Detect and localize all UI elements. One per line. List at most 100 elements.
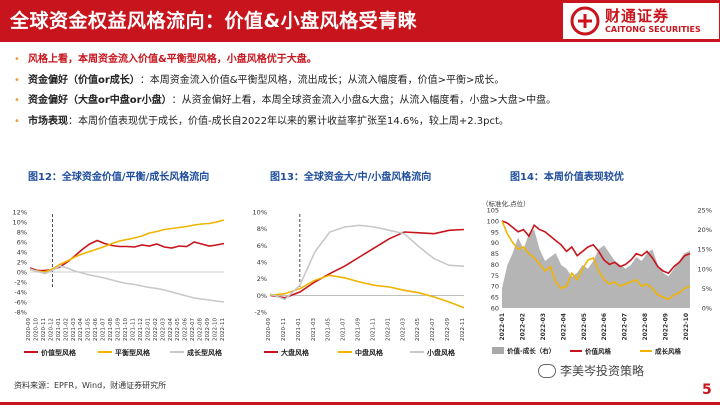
x-tick-label: 2020-12 [48, 318, 54, 341]
x-tick-label: 2021-03 [311, 318, 317, 341]
x-tick-label: 2021-03 [71, 318, 77, 341]
x-tick-label: 2021-11 [370, 318, 376, 341]
chart-note: （标准化,点位） [482, 199, 530, 208]
bullet-head: 资金偏好（价值or成长） [28, 74, 140, 86]
page-number: 5 [702, 382, 712, 398]
x-tick-label: 2022-03 [160, 318, 166, 341]
company-logo: 财通证券 CAITONG SECURITIES [563, 3, 719, 39]
y-tick-label: 2% [17, 259, 27, 267]
y-right-tick-label: 25% [698, 207, 712, 215]
x-tick-label: 2021-10 [123, 318, 129, 341]
x-tick-label: 2020-11 [281, 318, 287, 341]
x-tick-label: 2021-08 [108, 318, 114, 341]
x-tick-label: 2022-05 [175, 318, 181, 341]
chart-13: 10% 8% 6% 4% 2% 0% -2%2020-09 2020-11 2021-01 202… [253, 209, 466, 358]
x-tick-label: 2022-07 [430, 318, 436, 341]
bullet-item: • 资金偏好（价值or成长） ：本周资金流入价值&平衡型风格，流出成长；从流入幅… [14, 71, 714, 92]
bullet-body: ：从资金偏好上看，本周全球资金流入小盘&大盘；从流入幅度看，小盘>大盘>中盘。 [171, 95, 557, 106]
watermark: 李美岑投资策略 [538, 362, 644, 379]
bullet-dot-icon: • [14, 95, 20, 106]
x-tick-label: 2020-10 [33, 318, 39, 341]
chart-12: 12%10%8%6%4%2%0%-2%-4%-6%-8%2020-09 2020-… [13, 209, 226, 358]
x-tick-label: 2022-01 [499, 313, 506, 341]
y-tick-label: 2% [257, 275, 267, 283]
bullet-item: • 资金偏好（大盘or中盘or小盘） ：从资金偏好上看，本周全球资金流入小盘&大… [14, 91, 714, 112]
series-line [269, 228, 465, 299]
series-line [29, 219, 225, 273]
logo-mark-icon [570, 6, 600, 36]
x-tick-label: 2020-09 [266, 318, 272, 341]
y-tick-label: -2% [254, 309, 267, 317]
series-line [29, 239, 225, 272]
x-tick-label: 2021-01 [296, 318, 302, 341]
x-tick-label: 2022-07 [622, 313, 629, 341]
y-tick-label: 6% [17, 239, 27, 247]
logo-text-en: CAITONG SECURITIES [605, 25, 701, 34]
series-line [501, 220, 691, 301]
y-right-tick-label: 10% [698, 265, 712, 273]
bullet-list: • 风格上看，本周资金流入价值&平衡型风格，小盘风格优于大盘。 • 资金偏好（价… [14, 50, 714, 132]
y-left-tick-label: 75 [491, 272, 499, 280]
bullet-head: 风格上看，本周资金流入价值&平衡型风格，小盘风格优于大盘。 [28, 54, 317, 65]
x-tick-label: 2022-10 [683, 313, 690, 341]
x-tick-label: 2022-09 [205, 318, 211, 341]
x-tick-label: 2022-10 [213, 318, 219, 341]
bullet-dot-icon: • [14, 74, 20, 86]
chart-14-title: 图14：本周价值表现较优 [510, 172, 624, 183]
x-tick-label: 2022-03 [400, 318, 406, 341]
x-tick-label: 2022-02 [153, 318, 159, 341]
legend-label: 价值-成长（右） [507, 346, 555, 355]
y-tick-label: 4% [17, 249, 27, 257]
y-tick-label: 0% [257, 292, 267, 300]
y-tick-label: 10% [13, 219, 27, 227]
x-tick-label: 2022-08 [642, 313, 649, 341]
series-line [269, 274, 465, 309]
y-right-tick-label: 0% [702, 305, 712, 313]
y-left-tick-label: 70 [491, 283, 499, 291]
legend-label: 价值型风格 [41, 348, 77, 357]
x-tick-label: 2022-04 [560, 313, 567, 341]
y-tick-label: 8% [257, 225, 267, 233]
bullet-head: 资金偏好（大盘or中盘or小盘） [28, 95, 172, 106]
x-tick-label: 2022-05 [415, 318, 421, 341]
x-tick-label: 2022-04 [168, 318, 174, 341]
bullet-body: ：本周价值表现优于成长，价值-成长自2022年以来的累计收益率扩张至14.6%，… [68, 115, 509, 127]
y-tick-label: 10% [253, 209, 267, 217]
y-tick-label: 0% [17, 269, 27, 277]
bullet-item: • 市场表现 ：本周价值表现优于成长，价值-成长自2022年以来的累计收益率扩张… [14, 112, 714, 133]
legend-label: 小盘风格 [426, 348, 456, 357]
x-tick-label: 2022-01 [385, 318, 391, 341]
x-tick-label: 2022-03 [540, 313, 547, 341]
bottom-rule [0, 402, 720, 405]
legend-label: 平衡型风格 [115, 348, 151, 357]
y-tick-label: -6% [14, 299, 27, 307]
chart-13-title: 图13：全球资金大/中/小盘风格流向 [270, 172, 432, 183]
y-left-tick-label: 105 [487, 207, 499, 215]
x-tick-label: 2020-09 [26, 318, 32, 341]
x-tick-label: 2022-08 [198, 318, 204, 341]
x-tick-label: 2022-06 [183, 318, 189, 341]
legend-label: 大盘风格 [281, 348, 310, 357]
x-tick-label: 2022-02 [519, 313, 526, 341]
x-tick-label: 2021-04 [78, 318, 84, 341]
x-tick-label: 2022-06 [601, 313, 608, 341]
legend-label: 价值风格 [585, 347, 612, 356]
y-tick-label: -8% [14, 309, 27, 317]
legend-label: 中盘风格 [355, 348, 384, 357]
y-right-tick-label: 15% [698, 246, 712, 254]
area-series [502, 229, 690, 308]
bullet-item: • 风格上看，本周资金流入价值&平衡型风格，小盘风格优于大盘。 [14, 50, 714, 71]
bullet-dot-icon: • [14, 115, 20, 127]
x-tick-label: 2021-02 [63, 318, 69, 341]
x-tick-label: 2022-05 [581, 313, 588, 341]
y-left-tick-label: 95 [491, 228, 499, 236]
source-note: 资料来源：EPFR，Wind，财通证券研究所 [14, 381, 167, 390]
y-left-tick-label: 80 [491, 261, 499, 269]
x-tick-label: 2022-09 [445, 318, 451, 341]
y-tick-label: 8% [17, 229, 27, 237]
y-tick-label: 12% [13, 209, 27, 217]
x-tick-label: 2021-09 [116, 318, 122, 341]
x-tick-label: 2022-07 [190, 318, 196, 341]
logo-text-cn: 财通证券 [605, 7, 670, 25]
x-tick-label: 2021-05 [326, 318, 332, 341]
